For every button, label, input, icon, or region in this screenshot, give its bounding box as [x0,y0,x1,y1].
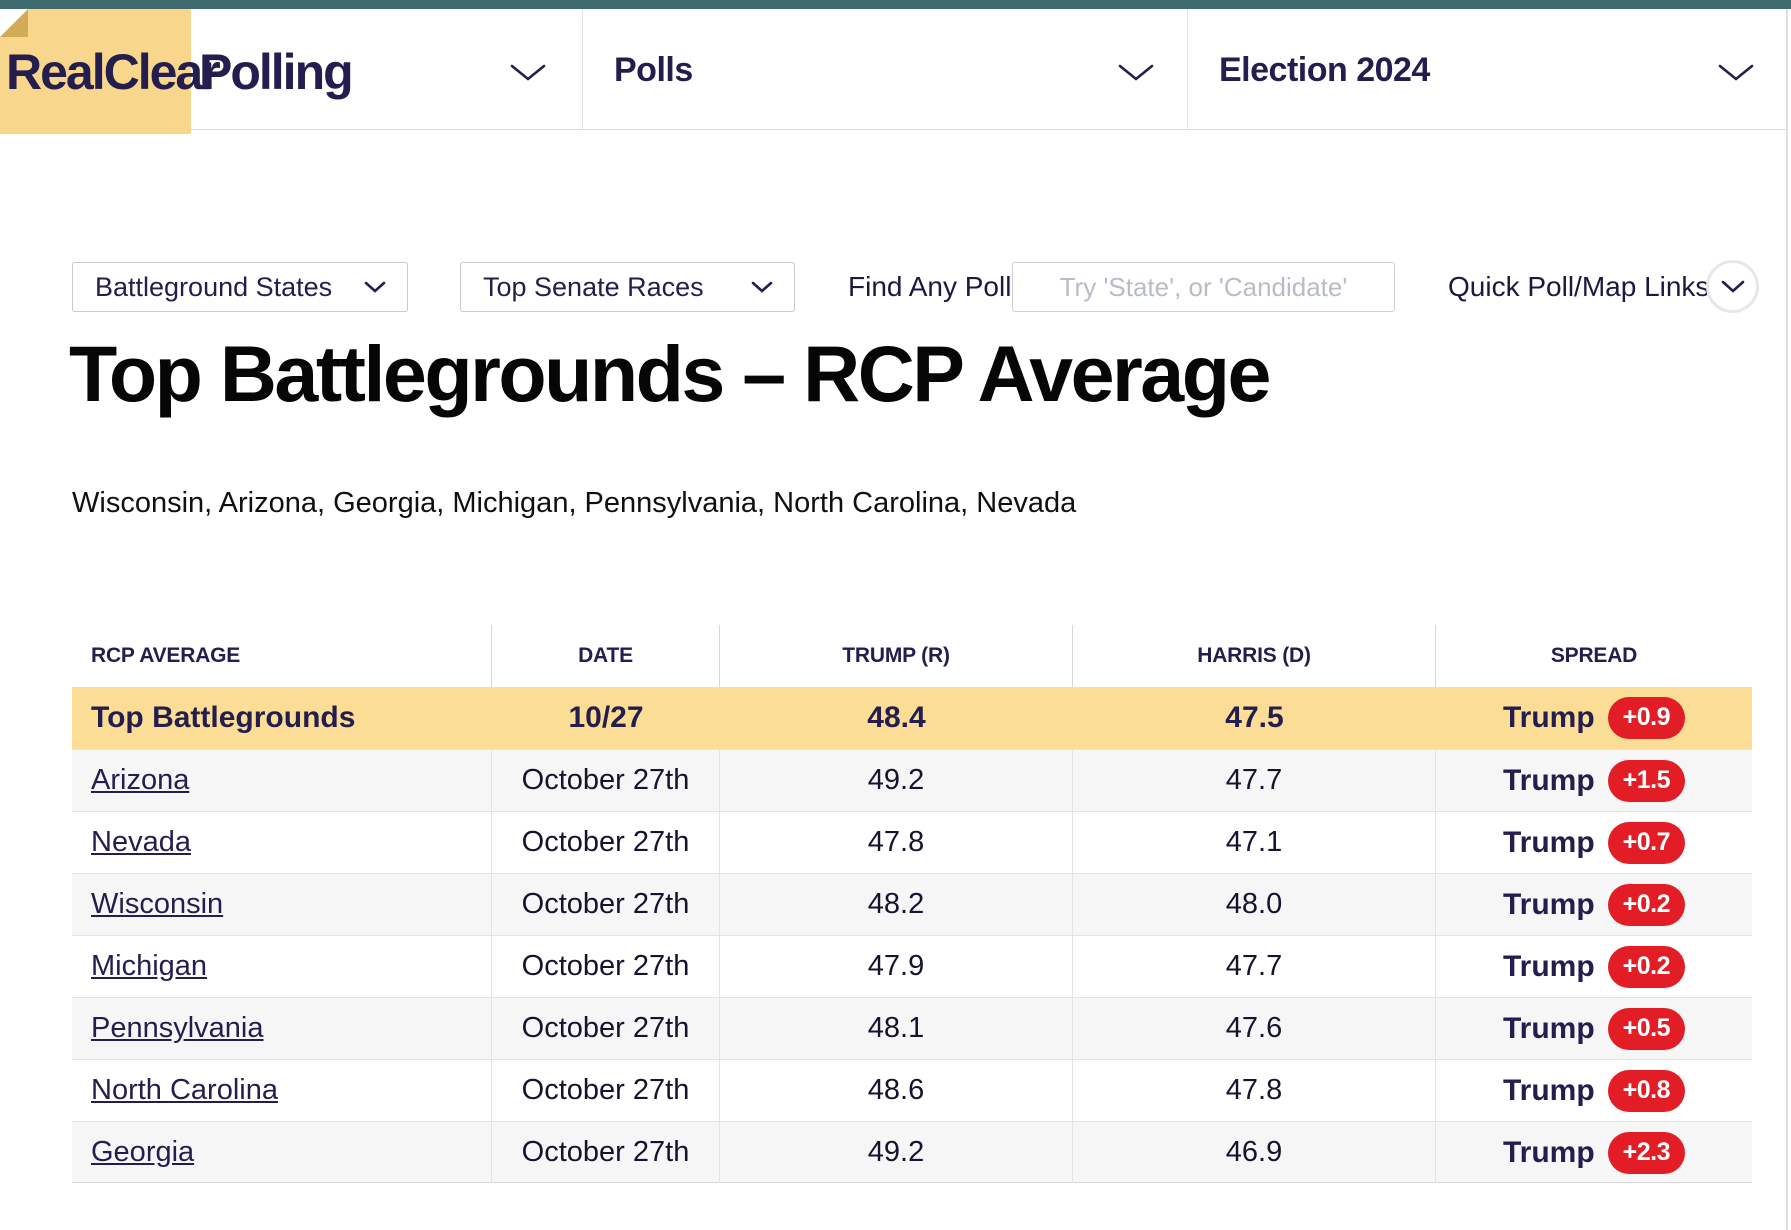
row-date: October 27th [492,874,720,935]
battlegrounds-table: RCP AVERAGE DATE TRUMP (R) HARRIS (D) SP… [72,625,1752,1183]
summary-row-top-battlegrounds: Top Battlegrounds 10/27 48.4 47.5 Trump … [72,687,1752,749]
row-spread: Trump +0.2 [1436,936,1752,997]
logo-polling-text: Polling [199,44,354,100]
row-trump-value: 49.2 [720,1122,1073,1183]
row-date: October 27th [492,750,720,811]
spread-margin-badge: +0.5 [1607,1007,1686,1050]
header-divider [1187,9,1188,130]
row-trump-value: 47.8 [720,812,1073,873]
summary-name: Top Battlegrounds [91,701,356,734]
row-spread: Trump +1.5 [1436,750,1752,811]
row-trump-value: 48.1 [720,998,1073,1059]
spread-margin-badge: +0.8 [1607,1069,1686,1112]
spread-margin-badge: +1.5 [1607,759,1686,802]
row-spread: Trump +0.5 [1436,998,1752,1059]
col-header-harris: HARRIS (D) [1073,625,1436,687]
header-divider [582,9,583,130]
table-row-georgia: Georgia October 27th 49.2 46.9 Trump +2.… [72,1121,1752,1183]
brand-chevron-down-icon[interactable] [508,62,548,84]
summary-trump-value: 48.4 [867,701,926,734]
row-harris-value: 47.8 [1073,1060,1436,1121]
row-trump-value: 48.6 [720,1060,1073,1121]
top-senate-races-dropdown[interactable]: Top Senate Races [460,262,795,312]
spread-leader: Trump [1502,887,1595,921]
spread-leader: Trump [1502,701,1595,734]
row-harris-value: 47.7 [1073,750,1436,811]
row-spread: Trump +0.2 [1436,874,1752,935]
spread-margin-badge: +0.2 [1607,945,1686,988]
spread-leader: Trump [1502,1011,1595,1045]
table-row-nevada: Nevada October 27th 47.8 47.1 Trump +0.7 [72,811,1752,873]
table-row-wisconsin: Wisconsin October 27th 48.2 48.0 Trump +… [72,873,1752,935]
summary-date: 10/27 [568,701,644,734]
state-link-nevada[interactable]: Nevada [91,826,191,858]
chevron-down-icon [364,281,386,293]
page-title: Top Battlegrounds – RCP Average [69,329,1271,418]
polls-chevron-down-icon[interactable] [1116,62,1156,84]
battleground-states-dropdown[interactable]: Battleground States [72,262,408,312]
spread-leader: Trump [1502,1073,1595,1107]
spread-margin-badge: +0.7 [1607,821,1686,864]
state-link-wisconsin[interactable]: Wisconsin [91,888,224,920]
spread-margin-badge: +2.3 [1607,1131,1686,1174]
nav-item-election-2024[interactable]: Election 2024 [1219,51,1430,89]
row-trump-value: 49.2 [720,750,1073,811]
summary-harris-value: 47.5 [1225,701,1284,734]
logo-realclear-text: RealClear [6,44,221,100]
row-harris-value: 47.1 [1073,812,1436,873]
logo-fold-corner [0,9,28,37]
col-header-trump: TRUMP (R) [720,625,1073,687]
state-link-north-carolina[interactable]: North Carolina [91,1074,278,1106]
spread-margin-badge: +0.9 [1607,697,1686,739]
col-header-rcp-average: RCP AVERAGE [72,625,492,687]
table-row-arizona: Arizona October 27th 49.2 47.7 Trump +1.… [72,749,1752,811]
row-harris-value: 48.0 [1073,874,1436,935]
state-link-michigan[interactable]: Michigan [91,950,208,982]
state-link-pennsylvania[interactable]: Pennsylvania [91,1012,264,1044]
table-row-michigan: Michigan October 27th 47.9 47.7 Trump +0… [72,935,1752,997]
row-spread: Trump +2.3 [1436,1122,1752,1183]
quick-links-expand-button[interactable] [1706,260,1759,313]
row-trump-value: 47.9 [720,936,1073,997]
chevron-down-icon [1721,280,1744,293]
state-link-arizona[interactable]: Arizona [91,764,190,796]
row-date: October 27th [492,1060,720,1121]
spread-margin-badge: +0.2 [1607,883,1686,926]
row-harris-value: 47.7 [1073,936,1436,997]
row-harris-value: 46.9 [1073,1122,1436,1183]
table-row-north-carolina: North Carolina October 27th 48.6 47.8 Tr… [72,1059,1752,1121]
state-link-georgia[interactable]: Georgia [91,1136,195,1168]
top-accent-bar [0,0,1791,9]
col-header-spread: SPREAD [1550,644,1638,667]
realclear-logo-tag[interactable]: RealClear [0,9,221,134]
poll-search-input[interactable] [1012,262,1395,312]
find-any-poll-label: Find Any Poll [848,271,1012,302]
spread-leader: Trump [1502,763,1595,797]
page-subtitle: Wisconsin, Arizona, Georgia, Michigan, P… [72,487,1077,519]
chevron-down-icon [751,281,773,293]
row-date: October 27th [492,998,720,1059]
row-spread: Trump +0.7 [1436,812,1752,873]
row-date: October 27th [492,1122,720,1183]
site-header: RealClear Polling Polls Election 2024 [0,9,1786,134]
top-senate-races-dropdown-value: Top Senate Races [483,271,704,302]
row-date: October 27th [492,936,720,997]
spread-leader: Trump [1502,949,1595,983]
page-right-edge-line [1786,9,1788,1230]
spread-leader: Trump [1502,825,1595,859]
row-harris-value: 47.6 [1073,998,1436,1059]
nav-item-polls[interactable]: Polls [614,51,693,89]
summary-spread: Trump +0.9 [1436,687,1752,749]
row-spread: Trump +0.8 [1436,1060,1752,1121]
battleground-states-dropdown-value: Battleground States [95,271,333,302]
row-trump-value: 48.2 [720,874,1073,935]
quick-poll-map-links-label: Quick Poll/Map Links [1448,271,1710,302]
row-date: October 27th [492,812,720,873]
spread-leader: Trump [1502,1135,1595,1169]
table-row-pennsylvania: Pennsylvania October 27th 48.1 47.6 Trum… [72,997,1752,1059]
col-header-date: DATE [492,625,720,687]
table-header-row: RCP AVERAGE DATE TRUMP (R) HARRIS (D) SP… [72,625,1752,687]
election-chevron-down-icon[interactable] [1716,62,1756,84]
